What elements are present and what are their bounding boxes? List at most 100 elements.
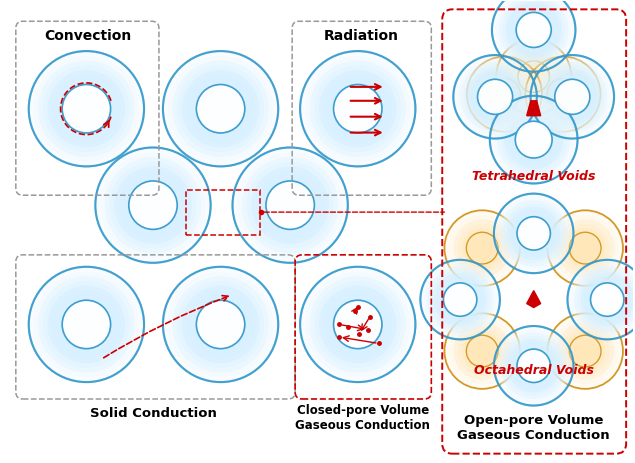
Circle shape [333, 300, 383, 349]
Circle shape [505, 2, 562, 58]
Circle shape [496, 39, 572, 114]
Circle shape [565, 331, 605, 371]
Circle shape [467, 232, 498, 264]
Circle shape [48, 70, 125, 148]
Circle shape [587, 279, 627, 320]
Circle shape [467, 56, 542, 131]
Circle shape [552, 215, 618, 282]
Circle shape [498, 0, 569, 65]
Circle shape [420, 260, 500, 339]
Circle shape [62, 84, 111, 134]
Circle shape [467, 69, 523, 125]
Circle shape [305, 56, 411, 162]
Circle shape [494, 194, 573, 273]
Circle shape [449, 215, 516, 282]
Circle shape [177, 65, 264, 152]
Circle shape [246, 162, 334, 249]
Circle shape [543, 74, 583, 114]
Circle shape [537, 62, 607, 132]
Circle shape [270, 185, 311, 225]
Circle shape [513, 213, 554, 254]
Circle shape [516, 13, 551, 48]
Circle shape [497, 329, 570, 402]
Circle shape [565, 228, 605, 268]
Circle shape [577, 269, 635, 330]
Circle shape [571, 263, 635, 336]
Circle shape [62, 300, 111, 349]
Circle shape [43, 65, 130, 152]
Circle shape [114, 166, 192, 244]
Circle shape [323, 75, 392, 143]
Text: Open-pore Volume
Gaseous Conduction: Open-pore Volume Gaseous Conduction [457, 414, 610, 442]
Circle shape [309, 276, 406, 373]
Circle shape [191, 295, 250, 354]
Circle shape [333, 300, 382, 349]
Circle shape [186, 75, 255, 143]
Circle shape [507, 113, 559, 166]
Circle shape [338, 304, 378, 344]
Circle shape [517, 349, 551, 382]
Circle shape [163, 267, 278, 382]
Circle shape [458, 326, 507, 375]
Circle shape [52, 75, 121, 143]
Circle shape [523, 65, 545, 88]
Circle shape [95, 148, 211, 263]
Circle shape [242, 157, 338, 253]
Circle shape [490, 96, 577, 183]
Circle shape [580, 273, 634, 326]
Text: Convection: Convection [44, 29, 131, 43]
Circle shape [593, 286, 621, 313]
Circle shape [547, 72, 597, 122]
Circle shape [333, 85, 382, 133]
Circle shape [493, 83, 516, 106]
Circle shape [538, 70, 587, 119]
Circle shape [556, 322, 614, 380]
Circle shape [517, 217, 551, 250]
Circle shape [300, 51, 415, 166]
Circle shape [500, 332, 567, 399]
Circle shape [558, 82, 587, 112]
Circle shape [443, 282, 478, 317]
Circle shape [427, 266, 493, 333]
Circle shape [497, 103, 570, 176]
Circle shape [177, 281, 264, 368]
Circle shape [509, 5, 559, 55]
Circle shape [504, 110, 563, 169]
Circle shape [444, 210, 520, 286]
Circle shape [495, 0, 572, 68]
Circle shape [464, 65, 526, 128]
Circle shape [323, 290, 392, 359]
Circle shape [574, 237, 596, 259]
Circle shape [471, 340, 493, 363]
Circle shape [513, 345, 554, 386]
Circle shape [570, 335, 601, 367]
Circle shape [525, 56, 601, 131]
Circle shape [38, 61, 135, 157]
Circle shape [168, 271, 274, 377]
Text: Octahedral Voids: Octahedral Voids [474, 364, 594, 377]
Circle shape [260, 175, 319, 235]
Circle shape [518, 61, 549, 92]
Circle shape [453, 322, 511, 380]
Circle shape [516, 12, 552, 48]
Circle shape [530, 61, 596, 127]
Circle shape [182, 286, 260, 363]
Polygon shape [527, 101, 540, 116]
Circle shape [510, 210, 558, 257]
Circle shape [172, 61, 269, 157]
Circle shape [196, 300, 245, 349]
Circle shape [554, 79, 591, 115]
Circle shape [191, 79, 250, 138]
Circle shape [534, 58, 611, 135]
Circle shape [584, 276, 631, 323]
Circle shape [467, 335, 498, 367]
Circle shape [333, 84, 383, 134]
Circle shape [196, 84, 246, 134]
Circle shape [502, 0, 565, 62]
Circle shape [314, 281, 401, 368]
Circle shape [29, 51, 144, 166]
Circle shape [196, 300, 246, 349]
Circle shape [430, 269, 490, 330]
Circle shape [481, 82, 510, 112]
Circle shape [266, 181, 314, 229]
